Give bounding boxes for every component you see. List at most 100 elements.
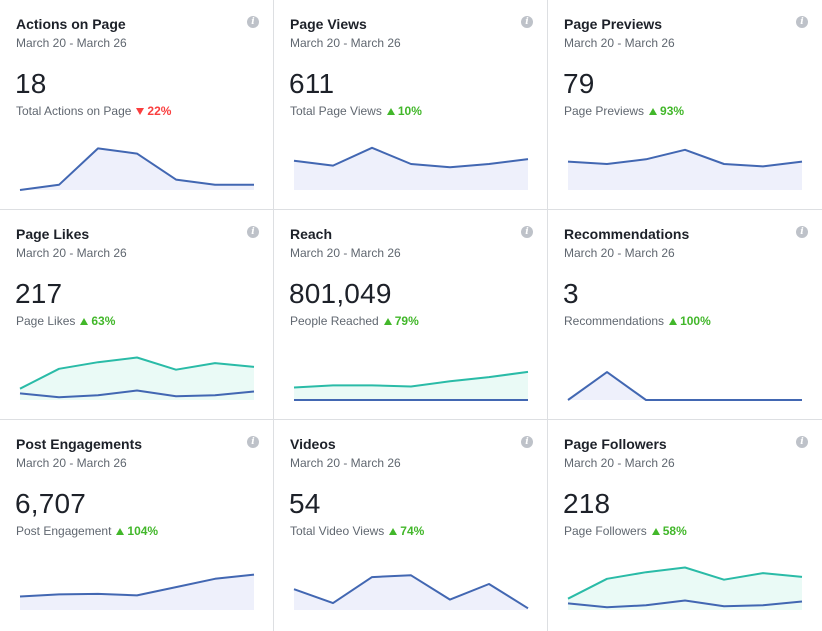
card-date-range: March 20 - March 26: [564, 456, 675, 470]
card-subtitle-row: Total Video Views 74%: [290, 524, 424, 538]
card-subtitle: Post Engagement: [16, 524, 112, 538]
series-line-0: [19, 356, 255, 390]
card-value: 611: [289, 68, 335, 99]
change-indicator: 63%: [80, 314, 115, 328]
card-title[interactable]: Videos: [290, 436, 336, 452]
series-line-0: [567, 566, 803, 600]
card-subtitle: Total Actions on Page: [16, 104, 132, 118]
card-value: 801,049: [289, 278, 392, 309]
card-title[interactable]: Reach: [290, 226, 333, 242]
series-line-0: [567, 371, 802, 401]
series-area-0: [568, 567, 802, 610]
card-subtitle-row: Post Engagement 104%: [16, 524, 158, 538]
card-subtitle: Page Likes: [16, 314, 76, 328]
trend-arrow-icon: [389, 527, 398, 535]
trend-arrow-icon: [80, 317, 89, 325]
series-area-0: [20, 357, 254, 400]
card-recommendations[interactable]: Recommendations i March 20 - March 26 3 …: [548, 210, 822, 420]
change-indicator: 74%: [389, 524, 424, 538]
card-subtitle-row: Page Followers 58%: [564, 524, 687, 538]
card-subtitle: Page Followers: [564, 524, 647, 538]
card-title[interactable]: Actions on Page: [16, 16, 126, 32]
change-indicator: 100%: [669, 314, 711, 328]
card-actions-on-page[interactable]: Actions on Page i March 20 - March 26 18…: [0, 0, 274, 210]
info-icon[interactable]: i: [247, 16, 259, 28]
card-date-range: March 20 - March 26: [290, 456, 401, 470]
series-area-0: [294, 575, 528, 610]
sparkline-chart: [567, 148, 803, 190]
series-area-0: [20, 148, 254, 190]
card-subtitle-row: Total Actions on Page 22%: [16, 104, 171, 118]
card-value: 6,707: [15, 488, 87, 519]
info-icon[interactable]: i: [796, 16, 808, 28]
card-value: 79: [563, 68, 595, 99]
series-line-0: [567, 148, 803, 168]
sparkline-chart: [567, 371, 802, 401]
card-date-range: March 20 - March 26: [16, 36, 127, 50]
info-icon[interactable]: i: [796, 436, 808, 448]
card-subtitle-row: Recommendations 100%: [564, 314, 711, 328]
card-date-range: March 20 - March 26: [290, 36, 401, 50]
series-area-0: [568, 372, 802, 400]
trend-arrow-icon: [669, 317, 678, 325]
series-line-0: [293, 370, 529, 389]
info-icon[interactable]: i: [521, 226, 533, 238]
sparkline-chart: [293, 146, 529, 190]
card-subtitle-row: People Reached 79%: [290, 314, 419, 328]
series-area-0: [294, 371, 528, 400]
sparkline-chart: [19, 147, 254, 191]
card-value: 218: [563, 488, 611, 519]
card-subtitle: Total Page Views: [290, 104, 382, 118]
info-icon[interactable]: i: [521, 16, 533, 28]
card-date-range: March 20 - March 26: [290, 246, 401, 260]
series-area-0: [20, 574, 254, 610]
series-line-0: [293, 574, 529, 610]
series-line-0: [19, 573, 255, 598]
trend-arrow-icon: [651, 527, 660, 535]
change-indicator: 79%: [383, 314, 419, 328]
info-icon[interactable]: i: [796, 226, 808, 238]
sparkline-chart: [19, 356, 255, 400]
card-post-engagements[interactable]: Post Engagements i March 20 - March 26 6…: [0, 420, 274, 631]
card-page-previews[interactable]: Page Previews i March 20 - March 26 79 P…: [548, 0, 822, 210]
card-page-likes[interactable]: Page Likes i March 20 - March 26 217 Pag…: [0, 210, 274, 420]
card-page-views[interactable]: Page Views i March 20 - March 26 611 Tot…: [274, 0, 548, 210]
change-percent: 63%: [91, 314, 116, 328]
change-percent: 74%: [400, 524, 425, 538]
sparkline-chart: [293, 370, 529, 401]
change-indicator: 10%: [386, 104, 422, 118]
info-icon[interactable]: i: [521, 436, 533, 448]
info-icon[interactable]: i: [247, 436, 259, 448]
card-title[interactable]: Recommendations: [564, 226, 690, 242]
trend-arrow-icon: [136, 107, 145, 115]
card-subtitle: Total Video Views: [290, 524, 385, 538]
card-title[interactable]: Post Engagements: [16, 436, 143, 452]
sparkline-chart: [293, 574, 529, 610]
trend-arrow-icon: [116, 527, 125, 535]
card-videos[interactable]: Videos i March 20 - March 26 54 Total Vi…: [274, 420, 548, 631]
card-reach[interactable]: Reach i March 20 - March 26 801,049 Peop…: [274, 210, 548, 420]
series-line-1: [19, 389, 255, 399]
series-area-0: [294, 147, 528, 190]
card-date-range: March 20 - March 26: [564, 36, 675, 50]
card-subtitle: People Reached: [290, 314, 379, 328]
trend-arrow-icon: [383, 317, 392, 325]
card-title[interactable]: Page Likes: [16, 226, 90, 242]
card-date-range: March 20 - March 26: [16, 246, 127, 260]
card-title[interactable]: Page Previews: [564, 16, 663, 32]
card-date-range: March 20 - March 26: [16, 456, 127, 470]
change-percent: 22%: [147, 104, 172, 118]
card-page-followers[interactable]: Page Followers i March 20 - March 26 218…: [548, 420, 822, 631]
card-value: 18: [15, 68, 47, 99]
change-percent: 100%: [680, 314, 711, 328]
trend-arrow-icon: [386, 107, 395, 115]
card-title[interactable]: Page Followers: [564, 436, 667, 452]
info-icon[interactable]: i: [247, 226, 259, 238]
card-value: 54: [289, 488, 321, 519]
card-title[interactable]: Page Views: [290, 16, 367, 32]
card-value: 3: [563, 278, 579, 309]
change-percent: 93%: [660, 104, 685, 118]
card-subtitle-row: Total Page Views 10%: [290, 104, 422, 118]
series-line-1: [567, 599, 803, 609]
